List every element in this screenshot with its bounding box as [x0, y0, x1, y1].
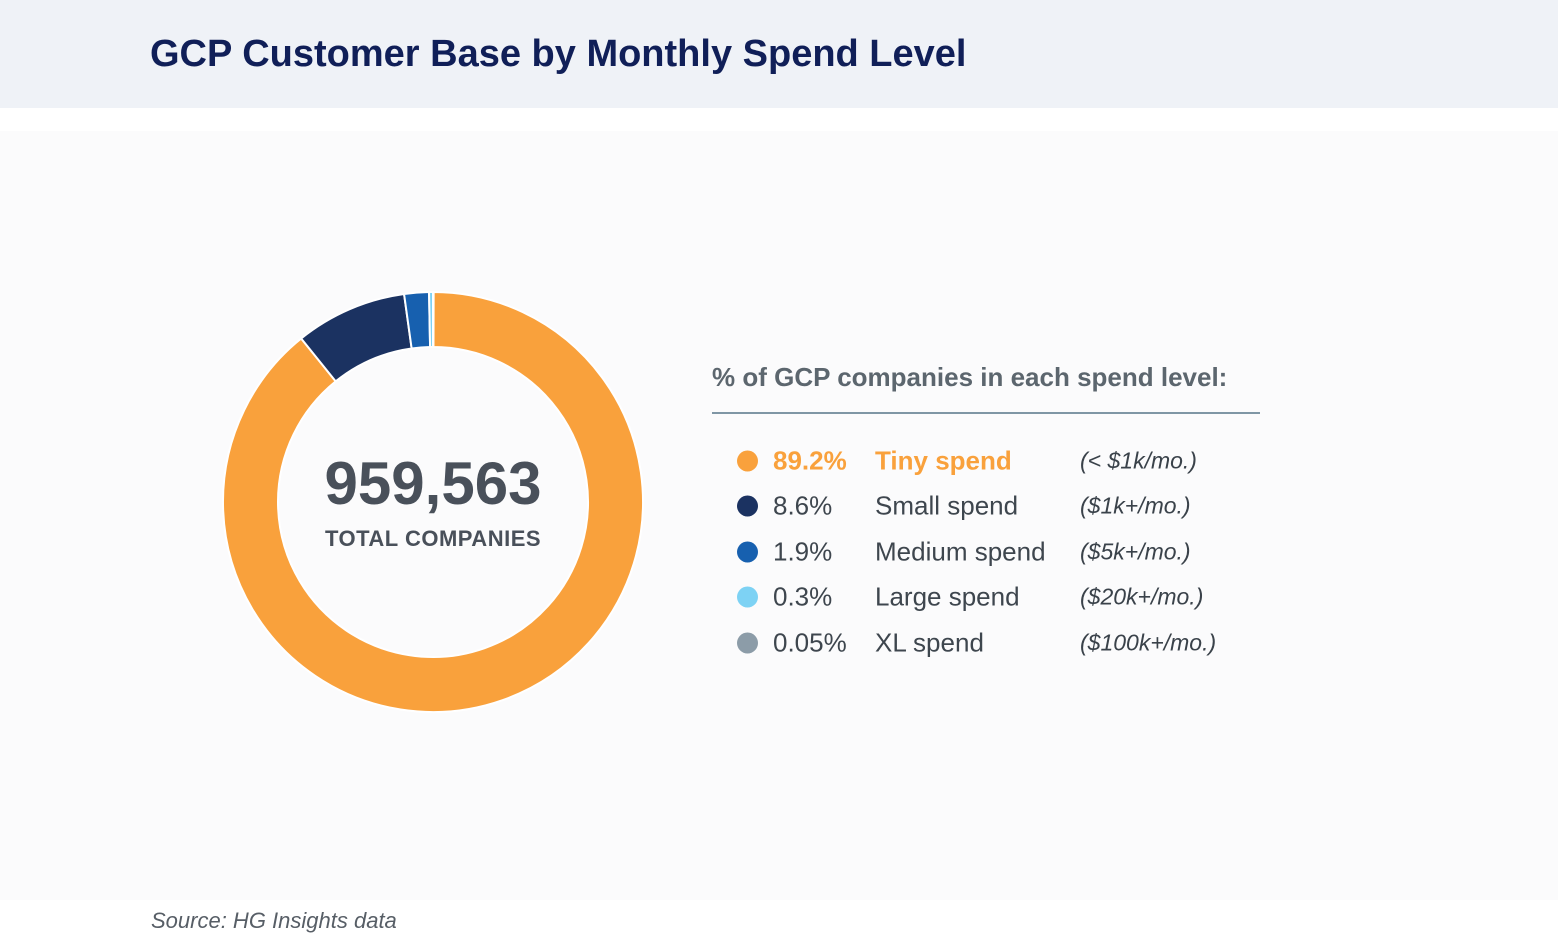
legend-color-dot-icon [737, 495, 758, 517]
legend-qualifier: ($1k+/mo.) [1080, 492, 1191, 519]
legend-qualifier: ($100k+/mo.) [1080, 629, 1217, 656]
legend: % of GCP companies in each spend level: … [712, 364, 1272, 666]
legend-divider [712, 412, 1260, 414]
legend-percent: 89.2% [773, 445, 847, 476]
legend-qualifier: (< $1k/mo.) [1080, 447, 1197, 474]
legend-percent: 0.05% [773, 627, 847, 658]
donut-chart-svg [222, 290, 644, 713]
legend-item: 1.9% Medium spend ($5k+/mo.) [712, 529, 1272, 575]
legend-item: 0.3% Large spend ($20k+/mo.) [712, 575, 1272, 621]
legend-item: 89.2% Tiny spend (< $1k/mo.) [712, 438, 1272, 484]
page-header: GCP Customer Base by Monthly Spend Level [0, 0, 1558, 108]
legend-item: 8.6% Small spend ($1k+/mo.) [712, 484, 1272, 530]
legend-rows: 89.2% Tiny spend (< $1k/mo.) 8.6% Small spen… [712, 438, 1272, 666]
legend-label: Tiny spend [875, 445, 1012, 476]
legend-item: 0.05% XL spend ($100k+/mo.) [712, 620, 1272, 666]
legend-label: Large spend [875, 581, 1020, 612]
legend-color-dot-icon [737, 450, 758, 472]
legend-color-dot-icon [737, 586, 758, 608]
legend-qualifier: ($20k+/mo.) [1080, 583, 1204, 610]
source-note: Source: HG Insights data [151, 908, 397, 933]
donut-chart: 959,563 TOTAL COMPANIES [217, 286, 649, 718]
legend-percent: 0.3% [773, 581, 833, 612]
legend-title: % of GCP companies in each spend level: [712, 362, 1228, 392]
donut-segment [432, 290, 435, 349]
legend-color-dot-icon [737, 632, 758, 654]
legend-percent: 1.9% [773, 536, 833, 567]
legend-color-dot-icon [737, 541, 758, 563]
legend-label: Small spend [875, 490, 1019, 521]
legend-percent: 8.6% [773, 490, 833, 521]
chart-panel: 959,563 TOTAL COMPANIES % of GCP compani… [0, 131, 1558, 900]
legend-label: XL spend [875, 627, 984, 658]
page-title: GCP Customer Base by Monthly Spend Level [150, 32, 967, 75]
donut-segment [222, 290, 644, 713]
legend-label: Medium spend [875, 536, 1046, 567]
legend-qualifier: ($5k+/mo.) [1080, 538, 1191, 565]
